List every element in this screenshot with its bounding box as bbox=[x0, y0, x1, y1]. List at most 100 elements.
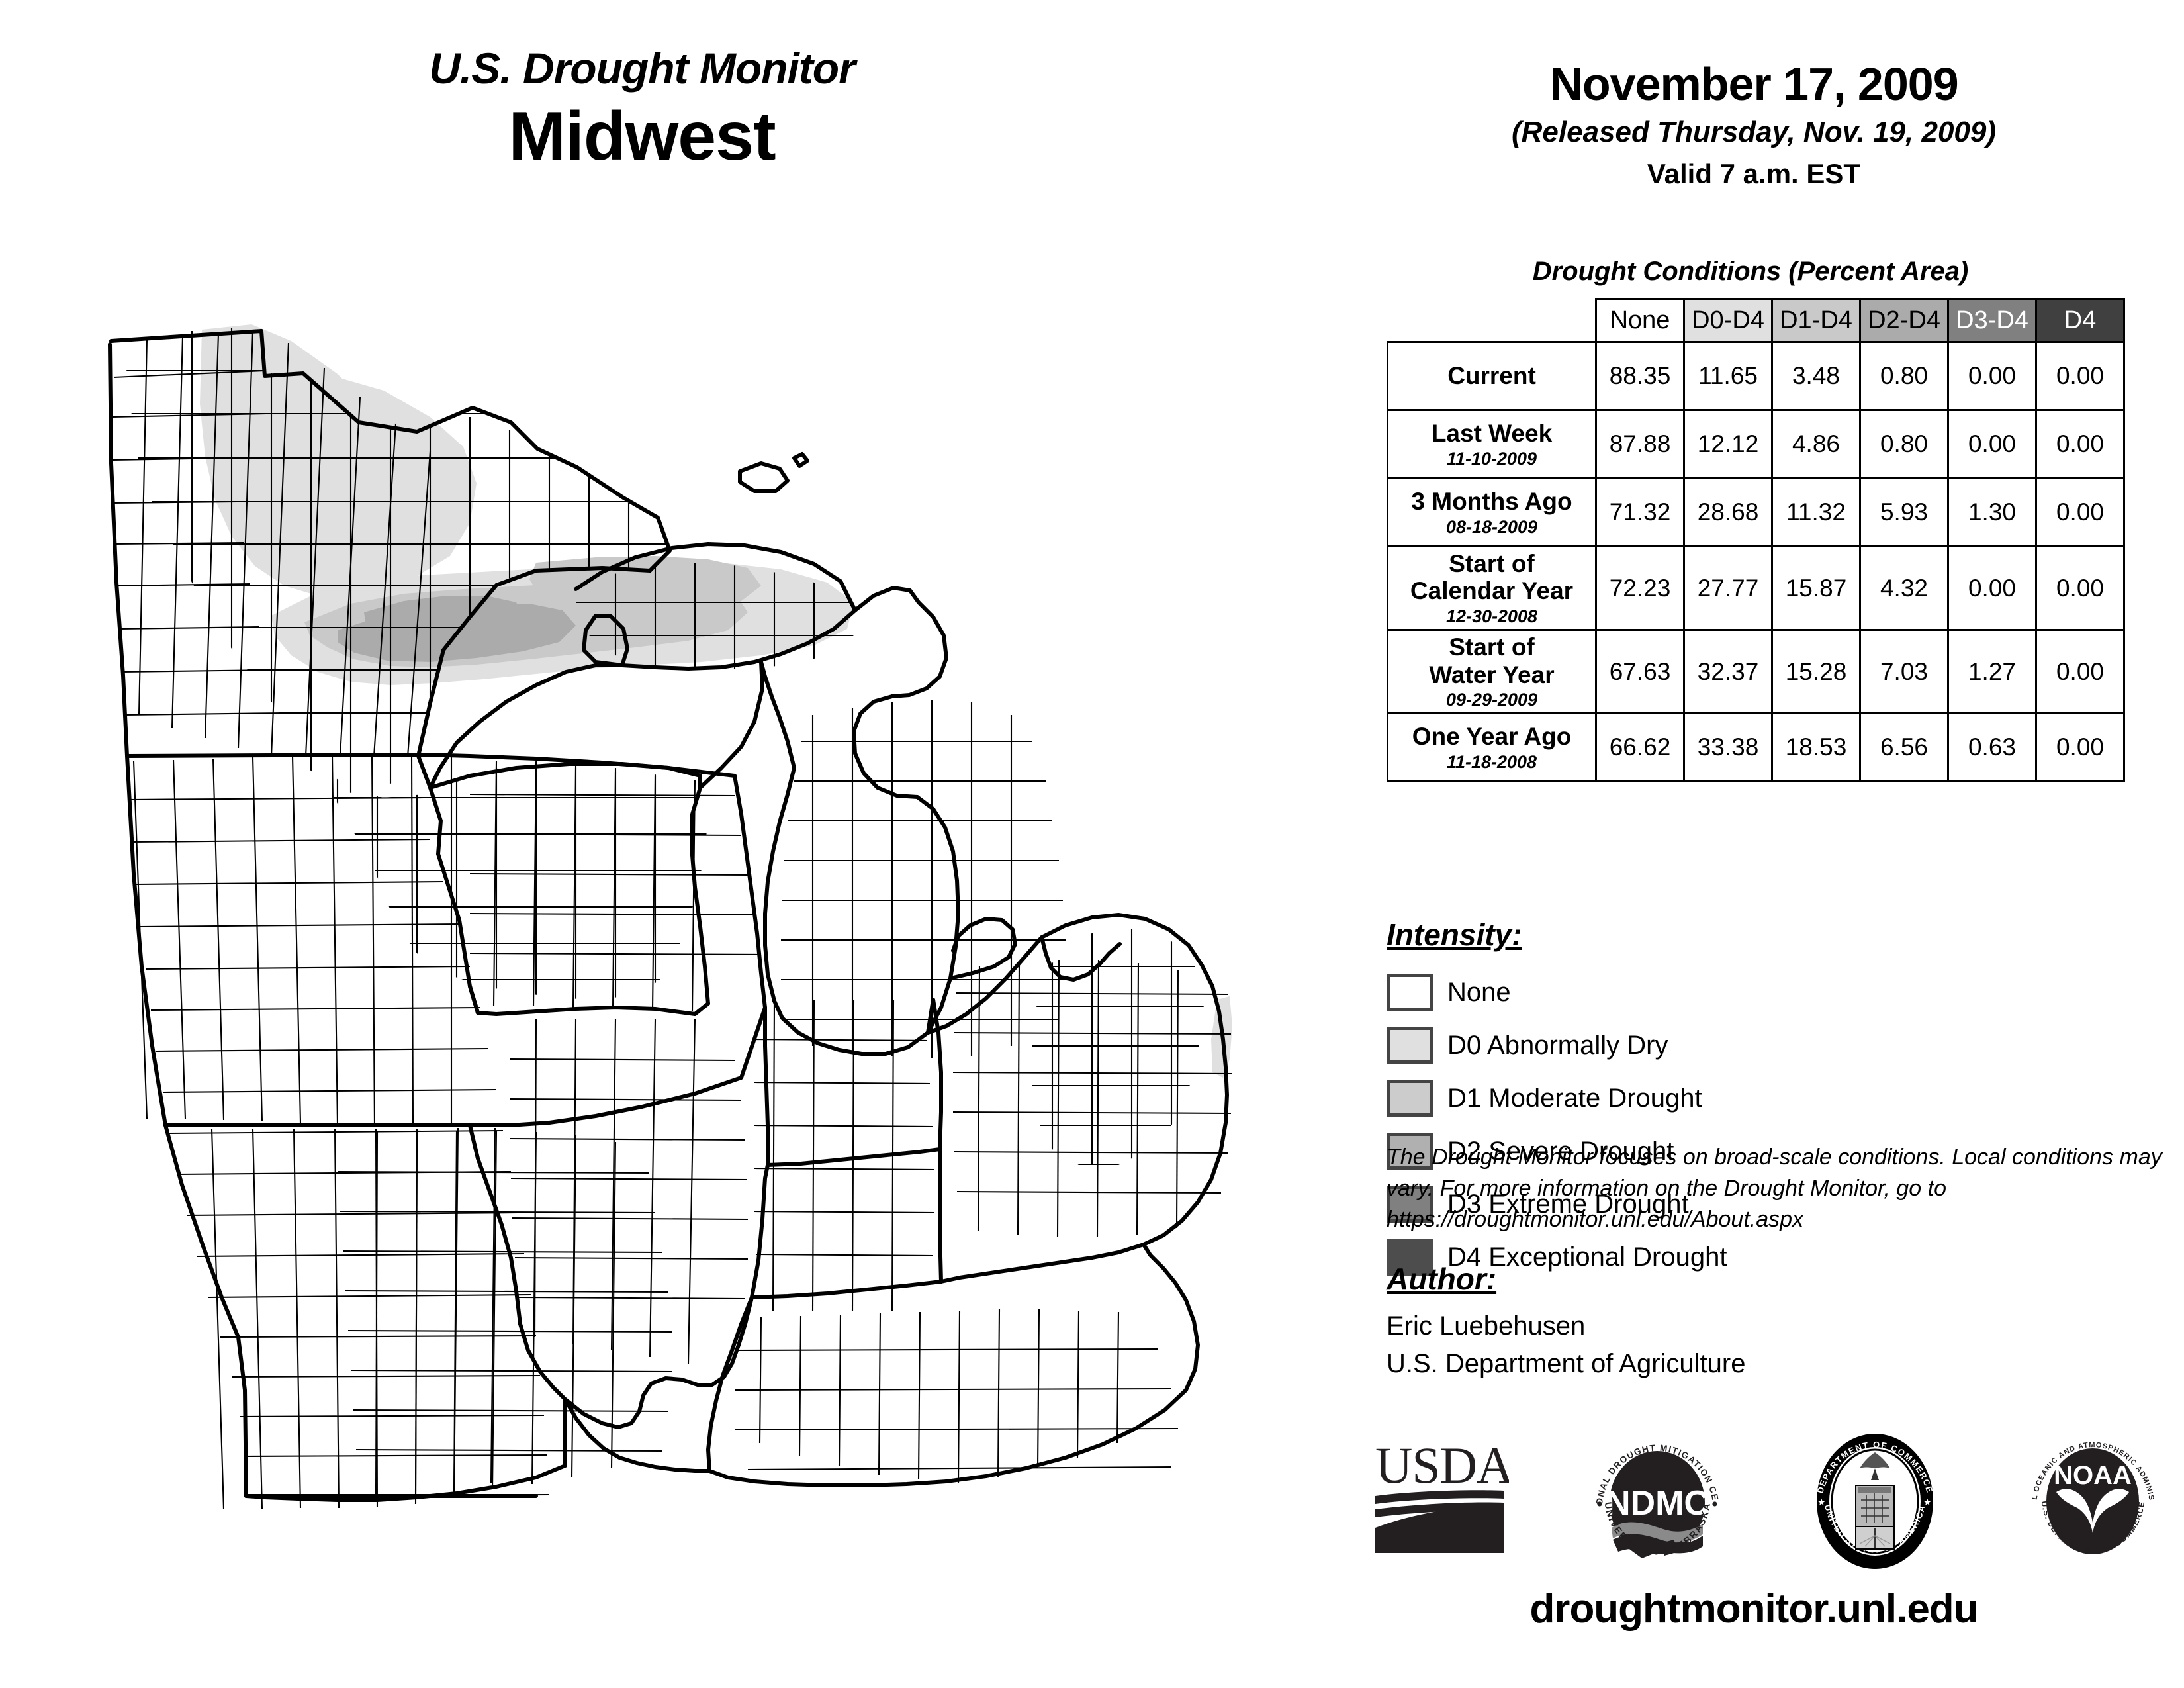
cell-lastweek-d3d4: 0.00 bbox=[1947, 409, 2037, 479]
table-corner-cell bbox=[1388, 299, 1596, 342]
legend-label-d2: D2 Severe Drought bbox=[1447, 1136, 1674, 1166]
cell-3mo-d0d4: 28.68 bbox=[1683, 477, 1773, 547]
row-label-date: 09-29-2009 bbox=[1445, 689, 1538, 710]
drought-map[interactable] bbox=[73, 305, 1317, 1562]
cell-current-d1d4: 3.48 bbox=[1771, 341, 1861, 411]
cell-swy-d3d4: 1.27 bbox=[1947, 629, 2037, 715]
cell-current-d0d4: 11.65 bbox=[1683, 341, 1773, 411]
row-label-start-calendar-year: Start of Calendar Year 12-30-2008 bbox=[1387, 545, 1597, 632]
cell-1yr-d2d4: 6.56 bbox=[1859, 712, 1949, 783]
logo-row: USDA NDMC NATIONAL DROUGHT MITIGATION CE bbox=[1370, 1422, 2164, 1582]
row-label-text: Start of Water Year bbox=[1429, 633, 1555, 688]
row-label-text: Last Week bbox=[1431, 420, 1553, 447]
swatch-d3-icon bbox=[1387, 1186, 1433, 1223]
legend-item-d0: D0 Abnormally Dry bbox=[1387, 1019, 1784, 1071]
cell-1yr-d1d4: 18.53 bbox=[1771, 712, 1861, 783]
usda-logo[interactable]: USDA bbox=[1370, 1435, 1514, 1571]
cell-current-none: 88.35 bbox=[1595, 341, 1685, 411]
cell-scy-none: 72.23 bbox=[1595, 545, 1685, 632]
cell-swy-d2d4: 7.03 bbox=[1859, 629, 1949, 715]
cell-swy-d4: 0.00 bbox=[2035, 629, 2125, 715]
cell-scy-d3d4: 0.00 bbox=[1947, 545, 2037, 632]
cell-1yr-d0d4: 33.38 bbox=[1683, 712, 1773, 783]
region-title: Midwest bbox=[508, 98, 776, 175]
swatch-none-icon bbox=[1387, 974, 1433, 1011]
svg-text:NDMC: NDMC bbox=[1606, 1484, 1709, 1523]
col-header-d0d4: D0-D4 bbox=[1683, 298, 1773, 343]
cell-1yr-none: 66.62 bbox=[1595, 712, 1685, 783]
row-label-one-year-ago: One Year Ago 11-18-2008 bbox=[1387, 712, 1597, 783]
map-svg bbox=[108, 324, 1233, 1510]
legend-column-left: None D0 Abnormally Dry D1 Moderate Droug… bbox=[1387, 966, 1784, 1125]
legend-item-d3: D3 Extreme Drought bbox=[1387, 1178, 1757, 1230]
cell-current-d2d4: 0.80 bbox=[1859, 341, 1949, 411]
author-heading: Author: bbox=[1387, 1262, 1497, 1296]
d2-region-wisconsin-core2 bbox=[364, 596, 523, 637]
ndmc-logo[interactable]: NDMC NATIONAL DROUGHT MITIGATION CENTER … bbox=[1582, 1422, 1729, 1575]
d1-region-up bbox=[529, 556, 761, 612]
cell-current-d3d4: 0.00 bbox=[1947, 341, 2037, 411]
row-label-text: Current bbox=[1447, 362, 1536, 390]
swatch-d0-icon bbox=[1387, 1027, 1433, 1064]
swatch-d1-icon bbox=[1387, 1080, 1433, 1117]
row-label-date: 08-18-2009 bbox=[1445, 516, 1538, 537]
cell-scy-d1d4: 15.87 bbox=[1771, 545, 1861, 632]
row-label-date: 12-30-2008 bbox=[1445, 606, 1538, 626]
cell-current-d4: 0.00 bbox=[2035, 341, 2125, 411]
table-caption: Drought Conditions (Percent Area) bbox=[1532, 257, 1969, 286]
legend-label-none: None bbox=[1447, 977, 1511, 1007]
row-label-text: 3 Months Ago bbox=[1411, 488, 1572, 516]
col-header-none: None bbox=[1595, 298, 1685, 343]
info-panel: November 17, 2009 (Released Thursday, No… bbox=[1324, 0, 2184, 1688]
svg-text:NOAA: NOAA bbox=[2054, 1461, 2132, 1490]
table-row: Last Week 11-10-2009 87.88 12.12 4.86 0.… bbox=[1387, 409, 2125, 479]
map-panel: U.S. Drought Monitor Midwest bbox=[73, 44, 1317, 1562]
row-label-date: 11-10-2009 bbox=[1446, 448, 1537, 469]
table-row: Start of Water Year 09-29-2009 67.63 32.… bbox=[1387, 629, 2125, 715]
legend-label-d3: D3 Extreme Drought bbox=[1447, 1189, 1689, 1219]
author-block: Eric Luebehusen U.S. Department of Agric… bbox=[1387, 1307, 1745, 1383]
row-label-date: 11-18-2008 bbox=[1446, 751, 1537, 772]
author-affiliation: U.S. Department of Agriculture bbox=[1387, 1348, 1746, 1378]
legend-label-d4: D4 Exceptional Drought bbox=[1447, 1242, 1727, 1272]
cell-lastweek-d0d4: 12.12 bbox=[1683, 409, 1773, 479]
monitor-title: U.S. Drought Monitor bbox=[429, 44, 856, 93]
svg-text:★: ★ bbox=[1817, 1497, 1826, 1507]
cell-3mo-d4: 0.00 bbox=[2035, 477, 2125, 547]
intensity-legend: None D0 Abnormally Dry D1 Moderate Droug… bbox=[1387, 966, 2154, 1284]
legend-label-d0: D0 Abnormally Dry bbox=[1447, 1030, 1668, 1060]
swatch-d4-icon bbox=[1387, 1239, 1433, 1276]
table-row: One Year Ago 11-18-2008 66.62 33.38 18.5… bbox=[1387, 712, 2125, 783]
disclaimer-text: The Drought Monitor focuses on broad-sca… bbox=[1387, 1145, 2162, 1232]
row-label-last-week: Last Week 11-10-2009 bbox=[1387, 409, 1597, 479]
swatch-d2-icon bbox=[1387, 1133, 1433, 1170]
col-header-d2d4: D2-D4 bbox=[1859, 298, 1949, 343]
doc-seal[interactable]: DEPARTMENT OF COMMERCE UNITED STATES OF … bbox=[1805, 1430, 1944, 1575]
table-row: Current 88.35 11.65 3.48 0.80 0.00 0.00 bbox=[1387, 341, 2125, 411]
legend-item-none: None bbox=[1387, 966, 1784, 1018]
cell-lastweek-d1d4: 4.86 bbox=[1771, 409, 1861, 479]
row-label-text: Start of Calendar Year bbox=[1410, 550, 1574, 605]
map-drought-shading bbox=[200, 324, 1232, 1078]
row-label-text: One Year Ago bbox=[1412, 723, 1572, 751]
noaa-logo[interactable]: NOAA NATIONAL OCEANIC AND ATMOSPHERIC AD… bbox=[2019, 1424, 2164, 1575]
footer-url[interactable]: droughtmonitor.unl.edu bbox=[1529, 1586, 1978, 1632]
cell-lastweek-d2d4: 0.80 bbox=[1859, 409, 1949, 479]
cell-lastweek-none: 87.88 bbox=[1595, 409, 1685, 479]
release-date: (Released Thursday, Nov. 19, 2009) bbox=[1511, 116, 1997, 149]
legend-item-d2: D2 Severe Drought bbox=[1387, 1125, 1757, 1177]
legend-item-d4: D4 Exceptional Drought bbox=[1387, 1231, 1757, 1283]
cell-scy-d2d4: 4.32 bbox=[1859, 545, 1949, 632]
valid-time: Valid 7 a.m. EST bbox=[1647, 158, 1861, 189]
cell-swy-d1d4: 15.28 bbox=[1771, 629, 1861, 715]
drought-conditions-table: None D0-D4 D1-D4 D2-D4 D3-D4 D4 Current … bbox=[1387, 298, 2125, 783]
col-header-d3d4: D3-D4 bbox=[1947, 298, 2037, 343]
svg-text:★: ★ bbox=[1923, 1497, 1932, 1507]
legend-label-d1: D1 Moderate Drought bbox=[1447, 1083, 1702, 1113]
legend-item-d1: D1 Moderate Drought bbox=[1387, 1072, 1784, 1124]
cell-scy-d0d4: 27.77 bbox=[1683, 545, 1773, 632]
legend-column-right: D2 Severe Drought D3 Extreme Drought D4 … bbox=[1387, 1125, 1757, 1284]
row-label-3-months-ago: 3 Months Ago 08-18-2009 bbox=[1387, 477, 1597, 547]
table-row: Start of Calendar Year 12-30-2008 72.23 … bbox=[1387, 545, 2125, 632]
map-state-boundaries bbox=[108, 329, 1229, 1502]
